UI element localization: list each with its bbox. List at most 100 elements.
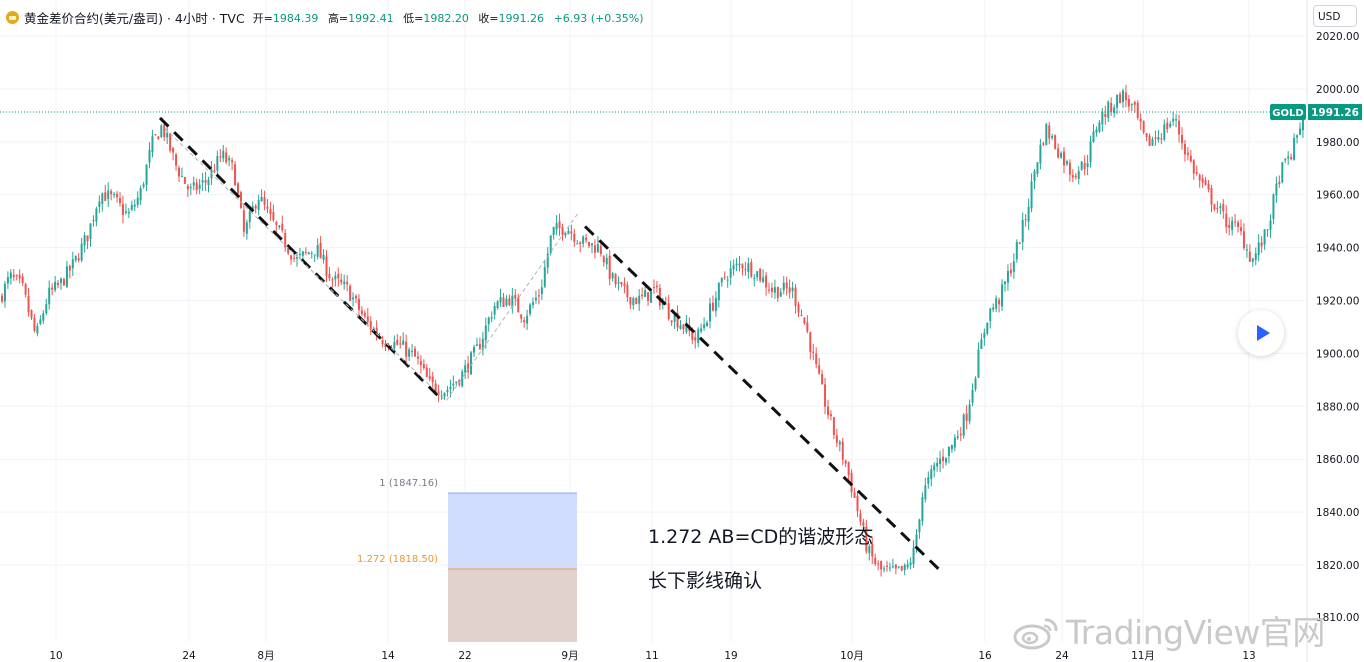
x-tick-label: 13: [1242, 650, 1255, 662]
symbol-title[interactable]: 黄金差价合约(美元/盎司) · 4小时 · TVC: [24, 11, 245, 26]
candle: [21, 273, 24, 286]
candle: [470, 350, 473, 375]
candle: [1089, 135, 1092, 168]
candle: [641, 287, 644, 300]
candle: [101, 192, 104, 212]
gold-coin-icon: [6, 11, 19, 24]
candle: [1124, 84, 1127, 108]
candle: [655, 280, 658, 293]
candle: [304, 247, 307, 256]
y-tick-label: 1860.00: [1316, 454, 1359, 466]
candle: [80, 237, 83, 263]
candle: [1216, 201, 1219, 214]
candle: [1027, 198, 1030, 231]
candle: [272, 204, 275, 222]
candle: [782, 276, 785, 295]
candle: [818, 358, 821, 375]
candle: [573, 228, 576, 248]
candle: [1287, 151, 1290, 165]
candle: [714, 291, 717, 317]
candle: [750, 258, 753, 279]
candle: [1021, 212, 1024, 250]
candle: [647, 292, 650, 306]
candle: [806, 315, 809, 334]
candle: [779, 288, 782, 297]
candle: [877, 560, 880, 571]
candle: [532, 297, 534, 309]
candle: [874, 553, 877, 566]
candle: [776, 286, 779, 302]
candle: [1107, 100, 1110, 123]
candle: [1001, 279, 1004, 312]
candle: [1006, 264, 1009, 291]
candle: [313, 254, 316, 263]
candle: [1210, 184, 1213, 213]
candle: [180, 167, 183, 178]
fib-extension-box[interactable]: 1 (1847.16) 1.272 (1818.50): [357, 478, 577, 642]
candle: [880, 560, 883, 577]
candle: [626, 281, 629, 302]
candle: [1110, 97, 1113, 116]
candle: [110, 188, 113, 201]
candle: [496, 300, 499, 310]
candle: [593, 239, 596, 259]
candle: [1181, 127, 1183, 150]
candle: [499, 288, 502, 307]
x-tick-label: 9月: [561, 650, 578, 662]
candle: [638, 289, 641, 312]
replay-play-button[interactable]: [1238, 310, 1284, 356]
candle: [909, 557, 912, 570]
candle: [239, 190, 242, 209]
candle: [620, 281, 623, 288]
symbol-header[interactable]: 黄金差价合约(美元/盎司) · 4小时 · TVC 开=1984.39 高=19…: [6, 8, 644, 27]
candle: [956, 430, 959, 440]
currency-button[interactable]: USD: [1313, 5, 1357, 27]
x-tick-label: 22: [458, 650, 471, 662]
candle: [912, 540, 915, 568]
candle: [918, 518, 921, 539]
candle: [148, 142, 151, 169]
candle: [1269, 214, 1272, 238]
candle: [48, 280, 51, 310]
candle: [989, 307, 992, 329]
candle: [166, 127, 169, 144]
candle: [1086, 154, 1089, 176]
price-axis[interactable]: 2020.00 2000.00 1980.00 1960.00 1940.00 1920.…: [1306, 0, 1359, 662]
candle: [1257, 234, 1260, 262]
candle: [414, 346, 416, 357]
candle: [443, 392, 446, 400]
candle: [953, 434, 956, 452]
price-tag-value: 1991.26: [1311, 107, 1359, 119]
candle: [1201, 174, 1204, 188]
candle: [1024, 214, 1027, 227]
candle: [1148, 133, 1151, 147]
candle: [1051, 133, 1054, 141]
candle: [1036, 161, 1039, 178]
candle: [119, 192, 121, 207]
candle: [116, 190, 119, 203]
candle: [1054, 134, 1057, 150]
candle: [431, 371, 434, 388]
candle: [231, 157, 234, 171]
candle: [36, 323, 39, 337]
candle: [821, 369, 824, 385]
candle: [422, 359, 425, 370]
candle: [357, 294, 360, 317]
time-axis[interactable]: 10 24 8月 14 22 9月 11 19 10月 16 24 11月 13: [49, 650, 1255, 662]
candle: [455, 381, 458, 386]
candle: [6, 271, 9, 289]
candle: [172, 146, 175, 161]
candle: [1207, 180, 1210, 193]
trend-drawings[interactable]: [158, 116, 942, 572]
candle: [962, 413, 965, 439]
candle: [104, 184, 107, 202]
candle: [9, 269, 12, 285]
candle: [508, 294, 511, 307]
candle: [452, 375, 455, 391]
candle: [254, 203, 257, 214]
candle: [1248, 244, 1251, 262]
weibo-logo-icon: [1013, 618, 1058, 650]
candle: [1133, 100, 1136, 113]
candle: [83, 232, 86, 253]
